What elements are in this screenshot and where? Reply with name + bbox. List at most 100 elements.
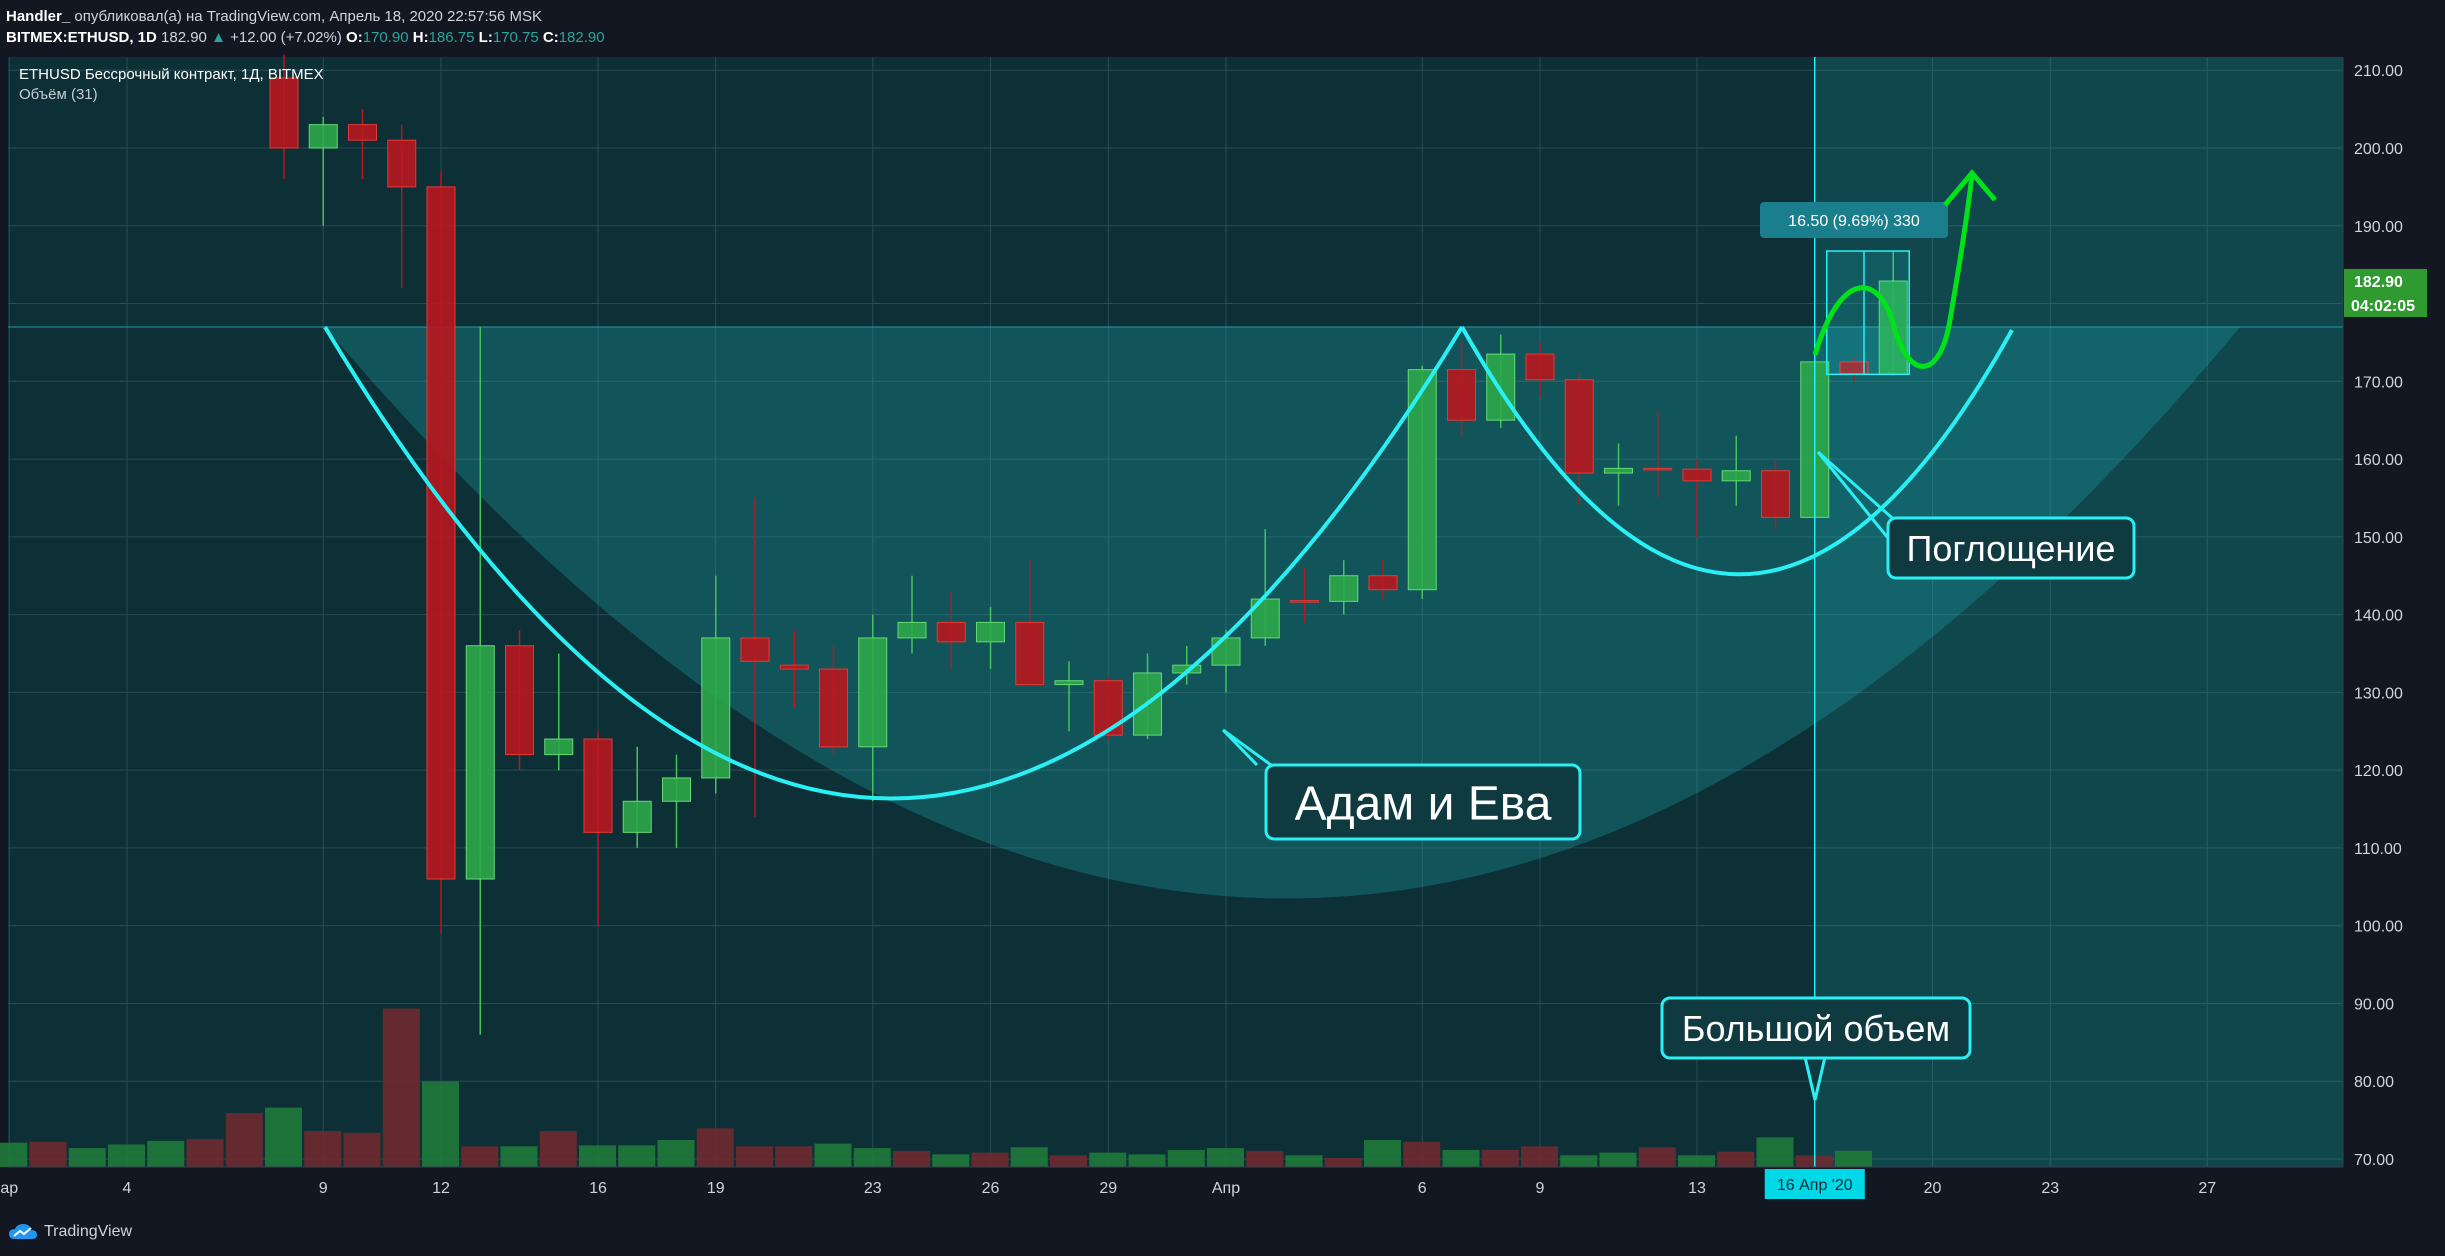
volume-bar xyxy=(1638,1147,1676,1167)
price-tick-label: 150.00 xyxy=(2354,530,2403,547)
projection-arrow xyxy=(1812,174,1975,369)
candle-body xyxy=(348,124,377,141)
candle-body xyxy=(897,621,927,639)
volume-bar xyxy=(422,1081,459,1167)
engulfing-label-text: Поглощение xyxy=(1907,528,2116,569)
volume-bar xyxy=(1010,1147,1048,1167)
candle-body xyxy=(1290,600,1319,603)
price-tick-label: 200.00 xyxy=(2354,141,2403,158)
candle-body xyxy=(622,800,652,833)
time-tick-label: 16 xyxy=(589,1180,607,1197)
volume-bar xyxy=(1128,1154,1166,1167)
open-label: O: xyxy=(346,29,363,46)
symbol-label: BITMEX:ETHUSD, 1D xyxy=(6,29,157,46)
time-tick-label: 19 xyxy=(707,1180,725,1197)
volume-bar xyxy=(775,1146,813,1167)
open-value: 170.90 xyxy=(362,29,409,46)
price-tick-label: 120.00 xyxy=(2354,763,2403,780)
candle-body xyxy=(858,637,888,748)
chart-header: Handler_ опубликовал(а) на TradingView.c… xyxy=(0,0,2445,56)
candle-body xyxy=(1604,467,1633,474)
candle-body xyxy=(819,668,848,748)
candle-body xyxy=(1486,353,1516,421)
volume-bar xyxy=(108,1144,145,1167)
chart-pane xyxy=(8,57,2343,1167)
ohlc-line: BITMEX:ETHUSD, 1D 182.90 ▲ +12.00 (+7.02… xyxy=(6,29,605,46)
price-axis-pane xyxy=(2343,57,2445,1167)
volume-bar xyxy=(1324,1158,1362,1167)
volume-bars xyxy=(0,1008,1872,1167)
annotations: 16.50 (9.69%) 330 Адам и Ева Поглощение Бол… xyxy=(323,169,2136,1101)
volume-bar xyxy=(1678,1155,1715,1167)
current-price-bg xyxy=(2344,268,2427,293)
brand-label: TradingView xyxy=(44,1223,133,1240)
price-tick-label: 90.00 xyxy=(2354,996,2394,1013)
price-tick-label: 70.00 xyxy=(2354,1152,2394,1169)
volume-bar xyxy=(618,1145,656,1167)
time-tick-label: Апр xyxy=(1212,1180,1240,1197)
axes: 210.00200.00190.00180.00170.00160.00150.… xyxy=(0,57,2445,1212)
legend-title: ETHUSD Бессрочный контракт, 1Д, BITMEX xyxy=(19,66,324,83)
candle-body xyxy=(544,738,574,756)
time-axis-pane xyxy=(0,1167,2445,1212)
adam-eve-label-text: Адам и Ева xyxy=(1295,777,1552,830)
volume-bar xyxy=(461,1146,499,1167)
time-tick-label: ар xyxy=(0,1180,18,1197)
pattern-zone xyxy=(325,327,2240,899)
volume-bar xyxy=(68,1148,106,1167)
volume-bar xyxy=(1521,1146,1558,1167)
volume-bar xyxy=(1089,1152,1127,1167)
price-change: +12.00 (+7.02%) xyxy=(230,29,342,46)
volume-bar xyxy=(853,1148,891,1167)
big-volume-label-box xyxy=(1660,996,1972,1060)
volume-bar xyxy=(657,1140,695,1167)
engulfing-pointer xyxy=(1817,450,1901,527)
candle-body xyxy=(269,77,299,149)
candle-body xyxy=(426,186,456,880)
measure-label: 16.50 (9.69%) 330 xyxy=(1788,213,1920,230)
engulfing-label-box xyxy=(1886,516,2136,580)
volume-bar xyxy=(382,1008,420,1167)
price-tick-label: 210.00 xyxy=(2354,63,2403,80)
adam-eve-label-box xyxy=(1264,763,1582,841)
time-tick-label: 13 xyxy=(1688,1180,1706,1197)
candle-body xyxy=(1368,575,1398,591)
volume-bar xyxy=(265,1107,302,1167)
candle-body xyxy=(1839,361,1869,375)
volume-bar xyxy=(1285,1155,1323,1167)
arrow-head-icon xyxy=(1943,169,1997,207)
volume-bar xyxy=(304,1131,342,1167)
big-volume-pointer xyxy=(1803,1056,1827,1101)
candle-body xyxy=(662,777,691,802)
price-tick-label: 130.00 xyxy=(2354,685,2403,702)
candle-body xyxy=(583,738,613,833)
candle-body xyxy=(387,139,417,188)
publish-info: опубликовал(а) на TradingView.com, Апрел… xyxy=(74,8,543,25)
chart-legend: ETHUSD Бессрочный контракт, 1Д, BITMEX О… xyxy=(19,66,324,103)
adam-eve-curve-1 xyxy=(323,325,1464,801)
author-name[interactable]: Handler_ xyxy=(6,8,71,25)
volume-bar xyxy=(1207,1148,1244,1167)
volume-bar xyxy=(696,1128,734,1167)
time-tick-label: 9 xyxy=(319,1180,328,1197)
time-tick-label: 6 xyxy=(1418,1180,1427,1197)
legend-volume: Объём (31) xyxy=(19,86,98,103)
candle-body xyxy=(1682,468,1712,482)
volume-bar xyxy=(500,1146,538,1167)
time-tick-label: 29 xyxy=(1099,1180,1117,1197)
volume-bar xyxy=(1599,1152,1637,1167)
price-tick-label: 170.00 xyxy=(2354,374,2403,391)
volume-bar xyxy=(539,1131,577,1167)
candle-body xyxy=(308,124,338,149)
volume-bar xyxy=(736,1146,773,1167)
price-tick-label: 80.00 xyxy=(2354,1074,2394,1091)
time-tick-label: 23 xyxy=(2041,1180,2059,1197)
volume-bar xyxy=(1756,1137,1794,1167)
candle-body xyxy=(1015,621,1045,686)
last-price: 182.90 xyxy=(161,29,207,46)
countdown-bg xyxy=(2344,292,2427,317)
candle-body xyxy=(1721,470,1751,482)
tradingview-logo[interactable]: TradingView xyxy=(8,1223,132,1241)
close-value: 182.90 xyxy=(558,29,605,46)
